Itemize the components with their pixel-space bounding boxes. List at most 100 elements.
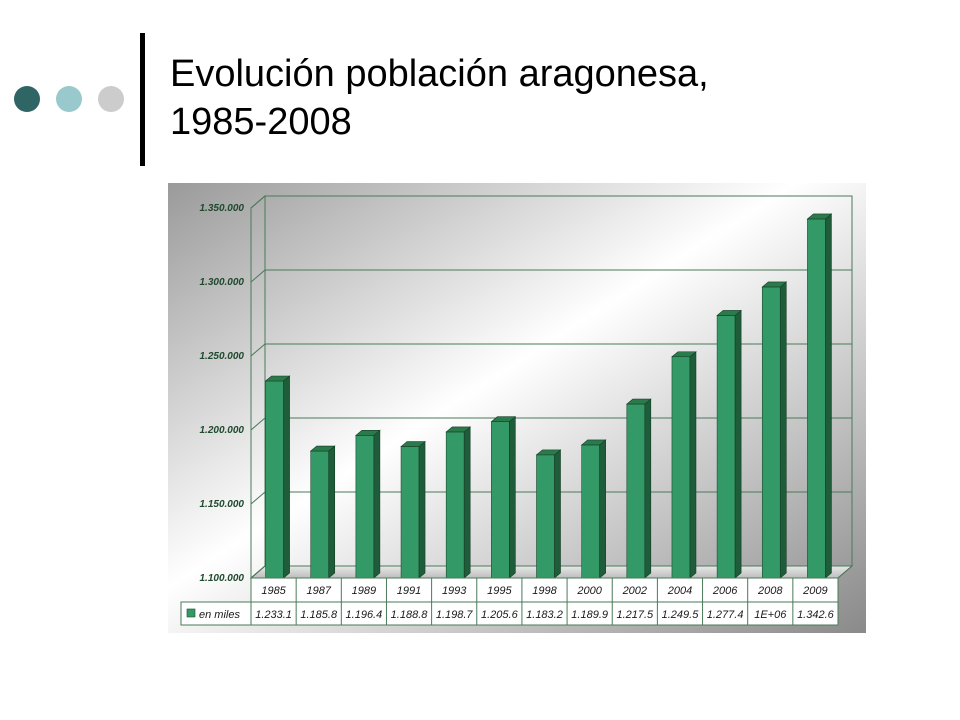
dot-gray (98, 86, 124, 112)
bar-front (716, 315, 736, 579)
bar-front (671, 356, 691, 579)
population-chart: 1.100.000 1.150.000 1.200.000 1.250.000 1.30… (168, 183, 866, 633)
bar-side (644, 398, 652, 579)
gridline (250, 269, 852, 283)
bar-side (509, 416, 516, 579)
bar-front (626, 403, 646, 579)
x-tick-label: 2006 (712, 585, 738, 597)
bar-front (445, 431, 465, 579)
title-divider (140, 33, 145, 166)
y-tick-label: 1.150.000 (200, 499, 245, 510)
table-edge (837, 565, 853, 579)
bar (535, 449, 562, 579)
bar-side (283, 375, 290, 579)
bar (806, 213, 833, 579)
bar-side (825, 213, 832, 579)
data-label: 1.185.8 (300, 609, 338, 621)
x-tick-label: 1998 (532, 585, 557, 597)
bar (355, 429, 381, 579)
bar-front (761, 286, 781, 579)
data-label: 1.183.2 (526, 609, 563, 621)
bar-top (264, 375, 291, 382)
data-label: 1.217.5 (616, 609, 654, 621)
bar-top (445, 426, 472, 433)
bar-top (761, 281, 788, 288)
bar-top (400, 441, 426, 447)
data-label: 1.233.1 (255, 609, 292, 621)
bar (309, 445, 336, 579)
x-tick-label: 1993 (442, 585, 467, 597)
data-label: 1E+06 (754, 609, 787, 621)
x-tick-label: 2000 (576, 585, 602, 597)
dot-dark-teal (14, 86, 40, 112)
dot-light-teal (56, 86, 82, 112)
data-label: 1.205.6 (481, 609, 519, 621)
legend-label: en miles (199, 609, 240, 621)
bar (490, 416, 517, 579)
gridline (250, 491, 852, 505)
bar (580, 439, 607, 579)
chart-canvas: 1.100.000 1.150.000 1.200.000 1.250.000 1.30… (168, 183, 866, 633)
data-label: 1.189.9 (571, 609, 608, 621)
bar-front (491, 421, 510, 579)
bar (671, 351, 697, 579)
slide-title: Evolución población aragonesa, 1985-2008 (170, 50, 709, 146)
bar-top (671, 351, 697, 358)
bar (445, 426, 472, 579)
bar-top (309, 445, 336, 452)
x-tick-label: 1987 (306, 585, 331, 597)
bar-front (400, 446, 420, 579)
y-tick-label: 1.200.000 (200, 425, 245, 436)
gridline (250, 565, 852, 579)
bar-side (689, 351, 697, 579)
bar-top (806, 213, 833, 220)
bar (761, 281, 788, 579)
y-tick-label: 1.250.000 (200, 351, 245, 362)
bar-front (310, 450, 330, 579)
gridline (250, 343, 852, 357)
gridline (250, 417, 852, 431)
bar-top (716, 310, 742, 316)
slide-title-line2: 1985-2008 (170, 101, 352, 143)
slide-title-line1: Evolución población aragonesa, (170, 53, 709, 95)
bar-side (373, 429, 381, 579)
bar-top (580, 439, 607, 446)
bar (716, 309, 742, 579)
x-tick-label: 2004 (667, 585, 692, 597)
x-tick-label: 2002 (622, 585, 647, 597)
data-label: 1.198.7 (436, 609, 474, 621)
x-tick-label: 1995 (487, 585, 512, 597)
bar (625, 398, 652, 579)
data-label: 1.277.4 (707, 609, 744, 621)
x-tick-label: 1991 (397, 585, 421, 597)
decorative-dots (14, 86, 124, 114)
data-label: 1.196.4 (346, 609, 383, 621)
bar-front (807, 218, 826, 579)
x-tick-label: 2008 (757, 585, 783, 597)
bar-side (328, 445, 336, 579)
bar-front (536, 454, 555, 579)
x-tick-label: 1985 (261, 585, 286, 597)
x-tick-label: 2009 (802, 585, 827, 597)
bar-side (779, 281, 787, 579)
data-label: 1.342.6 (797, 609, 835, 621)
y-tick-label: 1.100.000 (200, 573, 245, 584)
bar-side (554, 449, 561, 579)
y-tick-label: 1.300.000 (200, 277, 245, 288)
bar (400, 440, 426, 579)
bar-side (418, 440, 426, 579)
y-tick-label: 1.350.000 (200, 203, 245, 214)
bar-side (599, 439, 606, 579)
bar-front (355, 435, 375, 579)
x-tick-label: 1989 (352, 585, 376, 597)
bar-top (625, 398, 652, 405)
bar (264, 375, 291, 579)
bar-top (490, 416, 517, 423)
bar-front (265, 380, 284, 579)
bar-top (535, 449, 562, 456)
data-label: 1.249.5 (662, 609, 700, 621)
bar-side (463, 426, 471, 579)
table-header-row (250, 577, 839, 603)
gridline (250, 195, 852, 209)
data-label: 1.188.8 (391, 609, 429, 621)
